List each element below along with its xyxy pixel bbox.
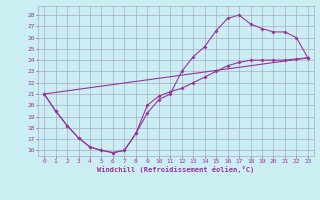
- X-axis label: Windchill (Refroidissement éolien,°C): Windchill (Refroidissement éolien,°C): [97, 166, 255, 173]
